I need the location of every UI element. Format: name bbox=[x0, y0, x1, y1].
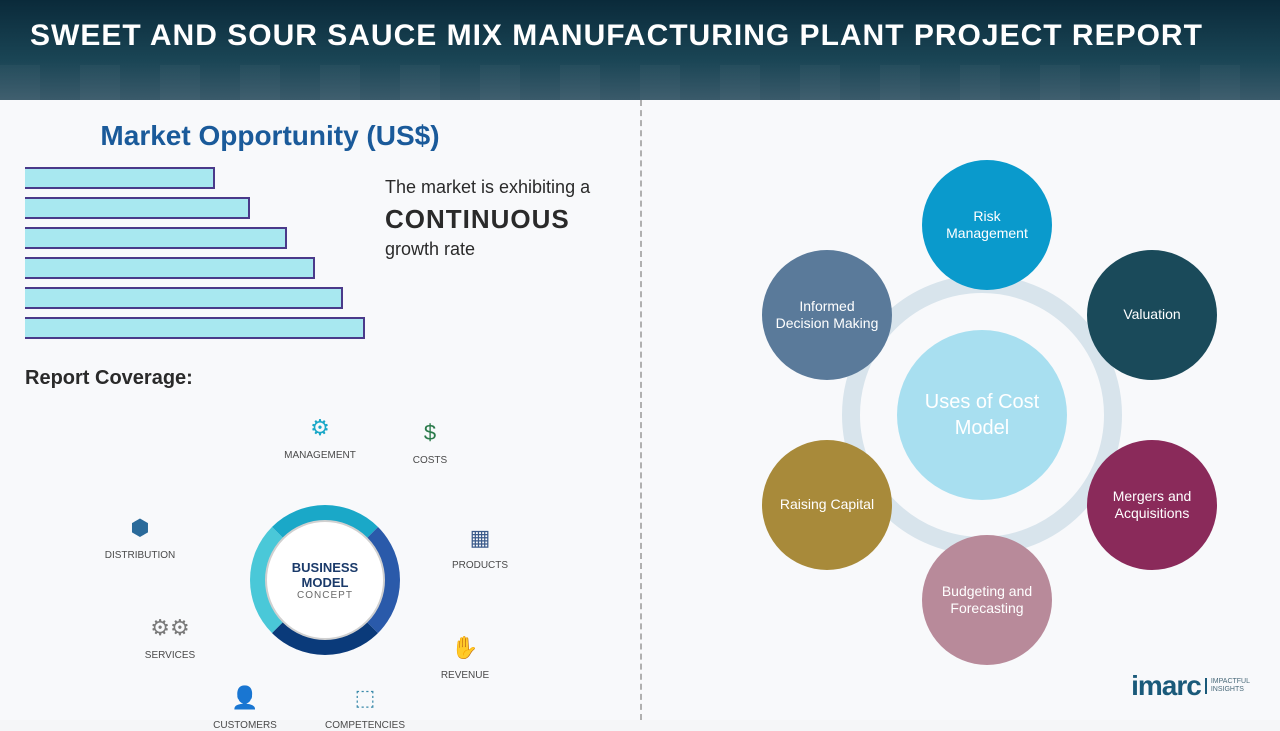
bm-icon: ⬚ bbox=[347, 680, 383, 716]
bar-row bbox=[25, 317, 365, 341]
bm-icon: ⬢ bbox=[122, 510, 158, 546]
bm-item: ✋ REVENUE bbox=[420, 630, 510, 681]
content-area: Market Opportunity (US$) The market is e… bbox=[0, 100, 1280, 720]
report-title: SWEET AND SOUR SAUCE MIX MANUFACTURING P… bbox=[30, 18, 1250, 54]
bm-item-label: REVENUE bbox=[420, 670, 510, 681]
bm-center-t3: CONCEPT bbox=[297, 590, 353, 601]
bm-icon: $ bbox=[412, 415, 448, 451]
bar-row bbox=[25, 197, 365, 221]
growth-line1: The market is exhibiting a bbox=[385, 177, 615, 198]
cost-center: Uses of Cost Model bbox=[897, 330, 1067, 500]
coverage-label: Report Coverage: bbox=[25, 367, 615, 390]
bm-item-label: COMPETENCIES bbox=[320, 720, 410, 731]
bar bbox=[25, 227, 287, 249]
cost-node: Budgeting and Forecasting bbox=[922, 535, 1052, 665]
cost-node: Mergers and Acquisitions bbox=[1087, 440, 1217, 570]
bm-item: ⬚ COMPETENCIES bbox=[320, 680, 410, 731]
cost-model-diagram: Uses of Cost Model Risk Management Valuat… bbox=[667, 120, 1255, 700]
bm-item-label: CUSTOMERS bbox=[200, 720, 290, 731]
bar-row bbox=[25, 257, 365, 281]
bm-item-label: DISTRIBUTION bbox=[95, 550, 185, 561]
bar-row bbox=[25, 287, 365, 311]
growth-text: The market is exhibiting a CONTINUOUS gr… bbox=[385, 167, 615, 347]
growth-line2: CONTINUOUS bbox=[385, 204, 615, 235]
bm-item: $ COSTS bbox=[385, 415, 475, 466]
report-header: SWEET AND SOUR SAUCE MIX MANUFACTURING P… bbox=[0, 0, 1280, 100]
bm-item: ▦ PRODUCTS bbox=[435, 520, 525, 571]
chart-area: The market is exhibiting a CONTINUOUS gr… bbox=[25, 167, 615, 347]
bm-center: BUSINESS MODEL CONCEPT bbox=[265, 520, 385, 640]
bar bbox=[25, 197, 250, 219]
bm-icon: 👤 bbox=[227, 680, 263, 716]
business-model-diagram: BUSINESS MODEL CONCEPT ⚙ MANAGEMENT $ COSTS… bbox=[25, 400, 615, 720]
cost-node: Valuation bbox=[1087, 250, 1217, 380]
bm-icon: ▦ bbox=[462, 520, 498, 556]
right-panel: Uses of Cost Model Risk Management Valuat… bbox=[640, 100, 1280, 720]
cost-node: Risk Management bbox=[922, 160, 1052, 290]
cost-node: Informed Decision Making bbox=[762, 250, 892, 380]
bar bbox=[25, 167, 215, 189]
bm-item: 👤 CUSTOMERS bbox=[200, 680, 290, 731]
bm-item-label: MANAGEMENT bbox=[275, 450, 365, 461]
bm-item: ⚙ MANAGEMENT bbox=[275, 410, 365, 461]
chart-title: Market Opportunity (US$) bbox=[0, 120, 615, 152]
bar-chart bbox=[25, 167, 365, 347]
bar bbox=[25, 287, 343, 309]
bm-item: ⬢ DISTRIBUTION bbox=[95, 510, 185, 561]
bm-item-label: COSTS bbox=[385, 455, 475, 466]
bm-icon: ⚙ bbox=[302, 410, 338, 446]
logo-text: imarc bbox=[1131, 670, 1201, 702]
bm-item-label: SERVICES bbox=[125, 650, 215, 661]
bm-center-t2: MODEL bbox=[302, 575, 349, 590]
bm-item: ⚙⚙ SERVICES bbox=[125, 610, 215, 661]
logo-tagline: IMPACTFUL INSIGHTS bbox=[1205, 678, 1250, 693]
bm-item-label: PRODUCTS bbox=[435, 560, 525, 571]
left-panel: Market Opportunity (US$) The market is e… bbox=[0, 100, 640, 720]
bar-row bbox=[25, 227, 365, 251]
bar bbox=[25, 257, 315, 279]
bm-icon: ✋ bbox=[447, 630, 483, 666]
growth-line3: growth rate bbox=[385, 239, 615, 260]
cost-center-label: Uses of Cost Model bbox=[897, 389, 1067, 441]
brand-logo: imarc IMPACTFUL INSIGHTS bbox=[1131, 670, 1250, 702]
bar-row bbox=[25, 167, 365, 191]
bar bbox=[25, 317, 365, 339]
bm-icon: ⚙⚙ bbox=[152, 610, 188, 646]
cost-node: Raising Capital bbox=[762, 440, 892, 570]
bm-center-t1: BUSINESS bbox=[292, 560, 358, 575]
